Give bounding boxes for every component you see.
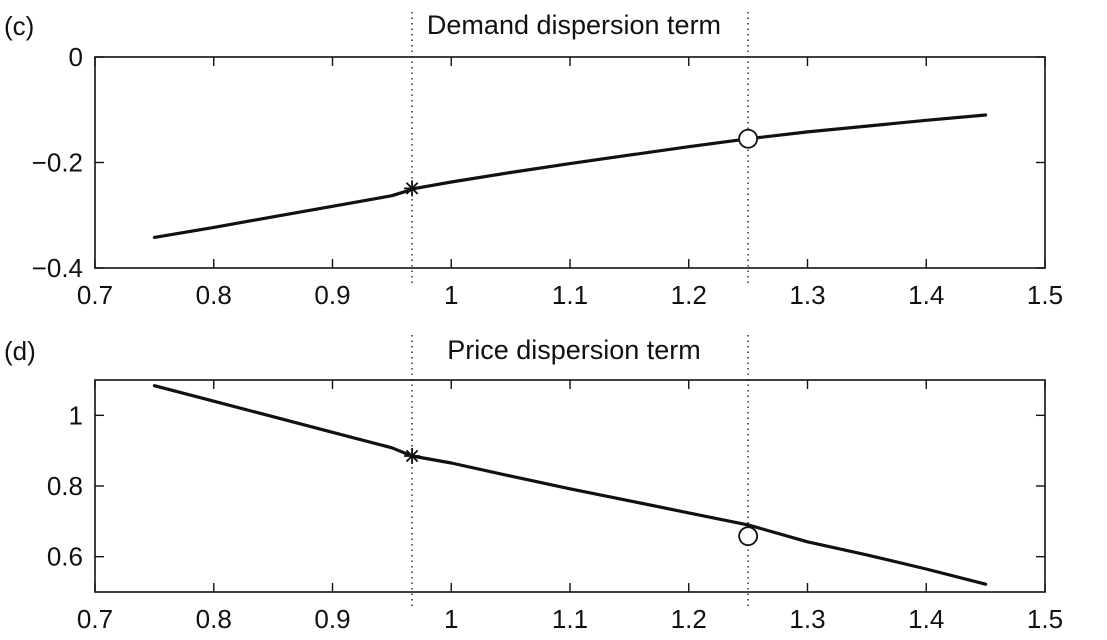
y-tick-label-d: 0.8	[47, 471, 83, 501]
x-tick-label-c: 1.3	[789, 280, 825, 310]
x-tick-label-c: 1.1	[552, 280, 588, 310]
y-tick-label-d: 0.6	[47, 542, 83, 572]
star-marker-c	[404, 180, 421, 197]
x-tick-label-c: 0.8	[196, 280, 232, 310]
circle-marker-d	[738, 526, 759, 547]
x-tick-label-c: 1	[444, 280, 458, 310]
x-tick-label-d: 1.5	[1027, 604, 1063, 634]
x-tick-label-c: 0.7	[77, 280, 113, 310]
x-tick-label-d: 1.3	[789, 604, 825, 634]
panel-d: (d) Price dispersion term 0.7 0.8 0.9 1 1.1 1…	[4, 335, 1063, 634]
y-tick-label-c: −0.2	[32, 148, 83, 178]
plot-content-d: 0.7 0.8 0.9 1 1.1 1.2 1.3 1.4 1.5 1 0.8 0.6	[47, 335, 1063, 634]
x-tick-label-d: 1	[444, 604, 458, 634]
plot-content-c: 0.7 0.8 0.9 1 1.1 1.2 1.3 1.4 1.5 0 −0.2 −0.4	[32, 12, 1063, 310]
series-line-c	[152, 113, 988, 239]
chart-title-d: Price dispersion term	[447, 335, 701, 365]
x-tick-label-c: 0.9	[314, 280, 350, 310]
panel-c: (c) Demand dispersion term 0.7 0.8 0.9 1 1.1…	[4, 10, 1063, 310]
x-tick-label-d: 0.7	[77, 604, 113, 634]
series-line-d	[152, 384, 988, 586]
x-tick-label-c: 1.2	[671, 280, 707, 310]
x-tick-label-d: 1.1	[552, 604, 588, 634]
circle-marker-c	[738, 128, 759, 149]
x-tick-label-c: 1.5	[1027, 280, 1063, 310]
x-tick-label-d: 0.9	[314, 604, 350, 634]
x-tick-label-d: 1.2	[671, 604, 707, 634]
panel-label-d: (d)	[4, 336, 36, 366]
x-tick-label-d: 0.8	[196, 604, 232, 634]
panel-label-c: (c)	[4, 11, 34, 41]
y-tick-label-c: −0.4	[32, 253, 83, 283]
y-tick-label-d: 1	[69, 400, 83, 430]
plot-frame-d	[94, 379, 1046, 593]
x-tick-label-d: 1.4	[908, 604, 944, 634]
star-marker-d	[404, 447, 421, 464]
x-tick-label-c: 1.4	[908, 280, 944, 310]
y-tick-label-c: 0	[69, 42, 83, 72]
chart-title-c: Demand dispersion term	[427, 10, 721, 40]
